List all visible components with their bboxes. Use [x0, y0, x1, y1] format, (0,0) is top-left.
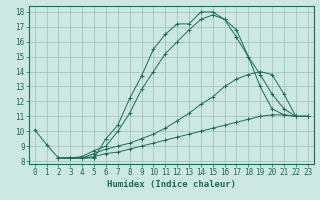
X-axis label: Humidex (Indice chaleur): Humidex (Indice chaleur): [107, 180, 236, 189]
